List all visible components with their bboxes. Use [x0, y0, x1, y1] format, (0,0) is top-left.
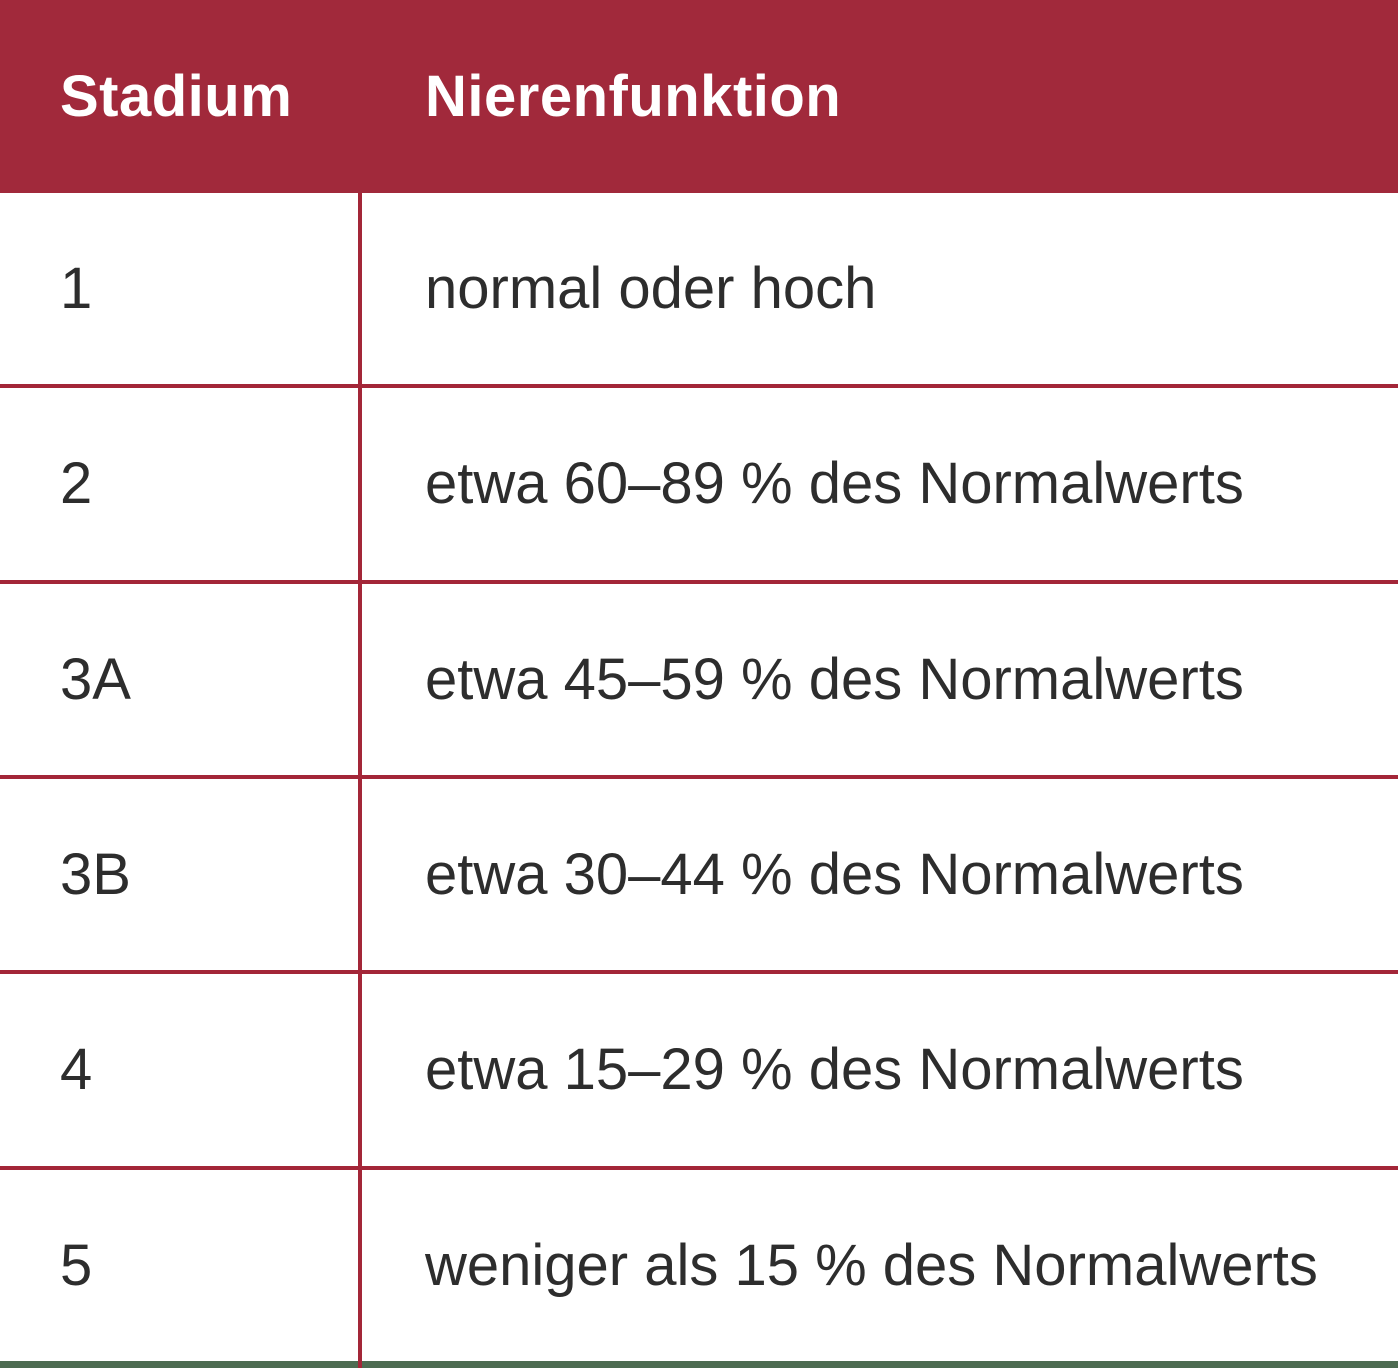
table-row-stage-4: 4 etwa 15–29 % des Normalwerts [0, 970, 1398, 1166]
function-cell: etwa 45–59 % des Normalwerts [425, 646, 1244, 712]
table-row-stage-5: 5 weniger als 15 % des Normalwerts [0, 1165, 1398, 1361]
table-header-row: Stadium Nierenfunktion [0, 0, 1398, 193]
stage-cell: 3A [60, 646, 131, 712]
function-cell: etwa 60–89 % des Normalwerts [425, 451, 1244, 517]
table-row-stage-3a: 3A etwa 45–59 % des Normalwerts [0, 579, 1398, 775]
stage-cell: 3B [60, 842, 131, 908]
stage-cell: 1 [60, 256, 93, 322]
table-body: 1 normal oder hoch 2 etwa 60–89 % des No… [0, 193, 1398, 1361]
header-cell-nierenfunktion: Nierenfunktion [425, 64, 842, 129]
function-cell: weniger als 15 % des Normalwerts [425, 1232, 1318, 1298]
function-cell: etwa 30–44 % des Normalwerts [425, 842, 1244, 908]
stage-cell: 2 [60, 451, 93, 517]
function-cell: etwa 15–29 % des Normalwerts [425, 1037, 1244, 1103]
header-cell-stadium: Stadium [60, 64, 293, 129]
column-divider-line [358, 193, 362, 1368]
stage-cell: 4 [60, 1037, 93, 1103]
stage-cell: 5 [60, 1232, 93, 1298]
bottom-accent-bar [0, 1361, 1398, 1368]
function-cell: normal oder hoch [425, 256, 877, 322]
table-row-stage-3b: 3B etwa 30–44 % des Normalwerts [0, 774, 1398, 971]
table-row-stage-1: 1 normal oder hoch [0, 193, 1398, 385]
table-row-stage-2: 2 etwa 60–89 % des Normalwerts [0, 384, 1398, 580]
